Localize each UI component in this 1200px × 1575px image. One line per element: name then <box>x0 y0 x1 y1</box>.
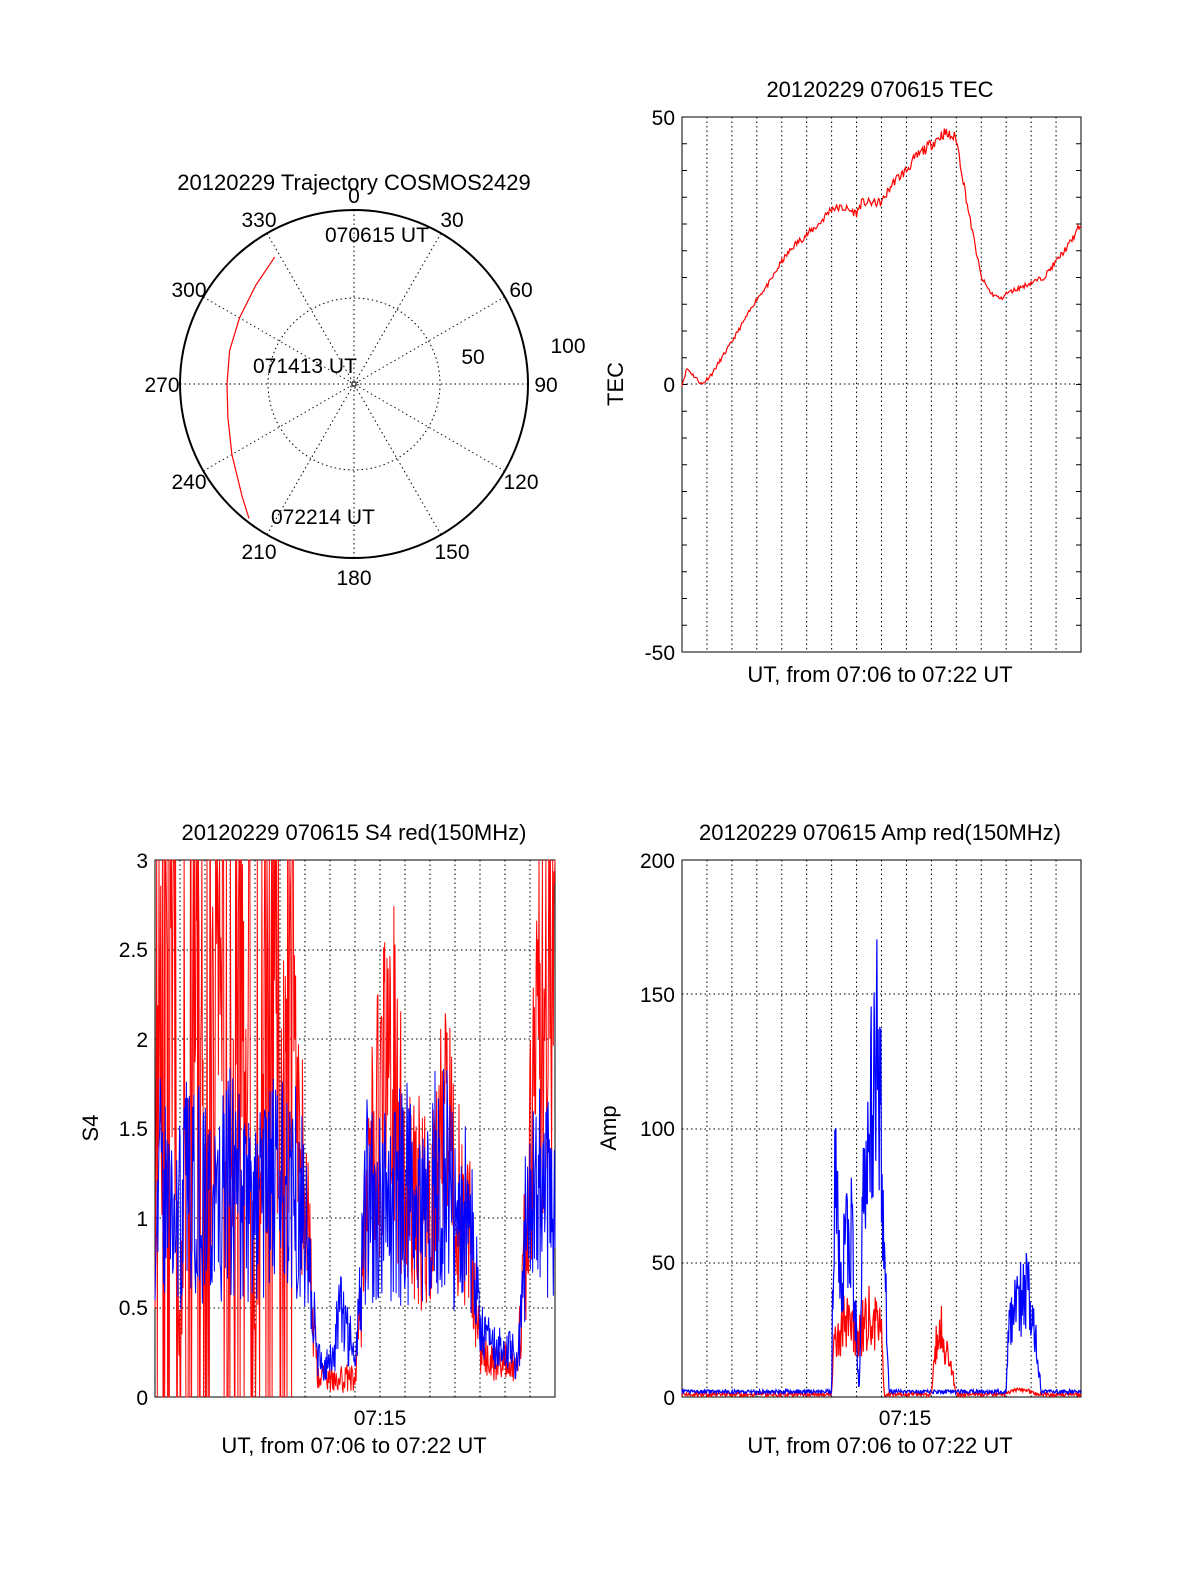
azimuth-label-210: 210 <box>241 541 276 564</box>
azimuth-label-300: 300 <box>171 279 206 302</box>
tec-series-line <box>681 128 1082 387</box>
amp-series-red <box>681 1285 1082 1399</box>
s4-ytick-0-5: 0.5 <box>119 1297 148 1320</box>
polar-center <box>349 379 359 389</box>
s4-ytick-1-5: 1.5 <box>119 1118 148 1141</box>
azimuth-label-150: 150 <box>434 541 469 564</box>
amp-xtick-0715: 07:15 <box>879 1407 932 1430</box>
tec-title: 20120229 070615 TEC <box>766 77 993 102</box>
tec-minor-ticks <box>682 143 1081 626</box>
azimuth-label-330: 330 <box>241 209 276 232</box>
s4-ytick-1: 1 <box>136 1208 148 1231</box>
s4-xlabel: UT, from 07:06 to 07:22 UT <box>221 1433 486 1458</box>
azimuth-label-60: 60 <box>509 279 532 302</box>
tec-ytick-minus-50: -50 <box>645 642 675 665</box>
radius-label-50: 50 <box>461 346 484 369</box>
s4-gridlines <box>155 860 555 1397</box>
amp-xlabel: UT, from 07:06 to 07:22 UT <box>747 1433 1012 1458</box>
amp-ylabel: Amp <box>596 1105 621 1150</box>
s4-ytick-2: 2 <box>136 1029 148 1052</box>
azimuth-label-90: 90 <box>534 374 557 397</box>
azimuth-label-0: 0 <box>348 185 360 208</box>
polar-title: 20120229 Trajectory COSMOS2429 <box>177 170 530 195</box>
s4-ytick-3: 3 <box>136 850 148 873</box>
amp-series <box>681 939 1082 1399</box>
s4-series <box>154 859 556 1398</box>
polar-plot: 20120229 Trajectory COSMOS2429 0 30 60 9… <box>144 170 585 590</box>
amp-plot: 20120229 070615 Amp red(150MHz) 0 50 100… <box>596 820 1082 1458</box>
amp-ytick-50: 50 <box>652 1252 675 1275</box>
polar-inner-circle <box>267 297 441 471</box>
tec-ytick-50: 50 <box>652 107 675 130</box>
amp-title: 20120229 070615 Amp red(150MHz) <box>699 820 1061 845</box>
s4-title: 20120229 070615 S4 red(150MHz) <box>182 820 527 845</box>
amp-ytick-100: 100 <box>640 1118 675 1141</box>
s4-ytick-2-5: 2.5 <box>119 939 148 962</box>
amp-ytick-0: 0 <box>663 1387 675 1410</box>
azimuth-label-240: 240 <box>171 471 206 494</box>
azimuth-label-270: 270 <box>144 374 179 397</box>
tec-ytick-0: 0 <box>663 374 675 397</box>
trajectory-start-label: 070615 UT <box>325 224 429 247</box>
trajectory-mid-label: 071413 UT <box>253 355 357 378</box>
amp-ytick-200: 200 <box>640 850 675 873</box>
azimuth-label-120: 120 <box>503 471 538 494</box>
amp-series-blue <box>681 939 1082 1396</box>
azimuth-label-180: 180 <box>336 567 371 590</box>
tec-xlabel: UT, from 07:06 to 07:22 UT <box>747 662 1012 687</box>
s4-axes-frame <box>154 859 556 1398</box>
s4-plot: 20120229 070615 S4 red(150MHz) 0 0.5 1 1… <box>78 820 556 1458</box>
s4-ylabel: S4 <box>78 1115 103 1142</box>
trajectory-end-label: 072214 UT <box>271 506 375 529</box>
s4-xtick-0715: 07:15 <box>354 1407 407 1430</box>
amp-axes-frame <box>681 859 1082 1398</box>
s4-series-blue <box>154 1068 556 1381</box>
tec-gridlines <box>706 117 1057 652</box>
tec-ylabel: TEC <box>603 362 628 406</box>
s4-ytick-0: 0 <box>136 1387 148 1410</box>
s4-series-red <box>154 859 556 1398</box>
radius-label-100: 100 <box>550 335 585 358</box>
trajectory-line <box>226 256 276 519</box>
azimuth-label-30: 30 <box>440 209 463 232</box>
amp-ytick-150: 150 <box>640 984 675 1007</box>
tec-plot: 20120229 070615 TEC 50 0 -50 TEC UT, fro… <box>603 77 1082 687</box>
